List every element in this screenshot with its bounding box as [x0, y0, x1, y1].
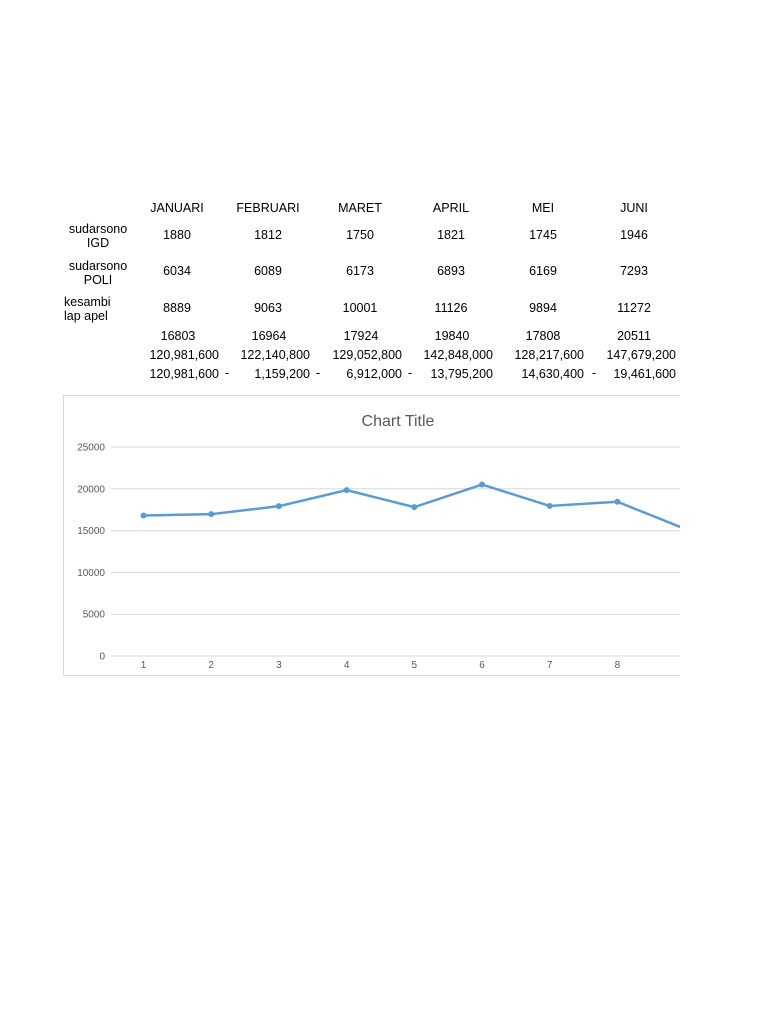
- table-cell: 11126: [434, 301, 468, 315]
- row-label-line1: kesambi: [64, 295, 111, 309]
- data-point: [614, 498, 621, 505]
- difference-cell: 14,630,400: [521, 367, 584, 381]
- table-cell: 1750: [346, 228, 374, 242]
- row-label-sudarsono-igd: sudarsono IGD: [66, 222, 130, 250]
- data-point: [140, 512, 147, 519]
- x-tick-label: 6: [479, 660, 485, 671]
- x-tick-label: 7: [547, 660, 553, 671]
- month-header-mei: MEI: [531, 201, 555, 215]
- amount-cell: 129,052,800: [332, 348, 402, 362]
- difference-cell: 13,795,200: [430, 367, 493, 381]
- data-point: [343, 487, 350, 494]
- difference-cell: 6,912,000: [346, 367, 402, 381]
- chart-title: Chart Title: [362, 413, 435, 430]
- table-cell: 6169: [529, 264, 557, 278]
- total-cell: 16803: [160, 329, 196, 343]
- y-tick-label: 15000: [77, 526, 105, 537]
- data-point: [479, 481, 485, 488]
- table-cell: 6034: [163, 264, 191, 278]
- table-cell: 8889: [163, 301, 191, 315]
- amount-cell: 147,679,200: [606, 348, 676, 362]
- table-cell: 6089: [254, 264, 282, 278]
- amount-cell: 142,848,000: [423, 348, 493, 362]
- y-tick-label: 25000: [77, 443, 105, 454]
- table-cell: 1745: [529, 228, 557, 242]
- data-point: [546, 502, 553, 509]
- table-cell: 6173: [346, 264, 374, 278]
- table-cell: 6893: [437, 264, 465, 278]
- table-cell: 10001: [342, 301, 378, 315]
- table-cell: 7293: [620, 264, 648, 278]
- y-tick-label: 20000: [77, 484, 105, 495]
- total-cell: 17924: [343, 329, 379, 343]
- difference-dash: -: [225, 366, 230, 380]
- difference-cell: 120,981,600: [149, 367, 219, 381]
- y-tick-label: 5000: [83, 610, 106, 621]
- month-header-april: APRIL: [432, 201, 470, 215]
- table-cell: 9063: [254, 301, 282, 315]
- difference-cell: 19,461,600: [613, 367, 676, 381]
- row-label-sudarsono-poli: sudarsono POLI: [66, 259, 130, 287]
- difference-dash: -: [592, 366, 597, 380]
- data-point: [275, 503, 282, 510]
- month-header-februari: FEBRUARI: [236, 201, 300, 215]
- data-point: [208, 511, 215, 518]
- total-cell: 19840: [434, 329, 470, 343]
- row-label-line2: IGD: [86, 236, 110, 250]
- month-header-januari: JANUARI: [150, 201, 204, 215]
- x-tick-label: 8: [615, 660, 621, 671]
- x-tick-label: 5: [412, 660, 418, 671]
- month-header-maret: MARET: [338, 201, 382, 215]
- table-cell: 1821: [437, 228, 465, 242]
- table-cell: 9894: [529, 301, 557, 315]
- total-cell: 20511: [617, 329, 651, 343]
- table-cell: 11272: [617, 301, 651, 315]
- data-point: [411, 504, 418, 511]
- row-label-kesambi-lap-apel: kesambi lap apel: [64, 295, 124, 323]
- total-cell: 16964: [251, 329, 287, 343]
- chart-canvas: Chart Title 0 5000 10000 15000 20000 25000 1 2…: [77, 413, 680, 671]
- table-cell: 1946: [620, 228, 648, 242]
- difference-dash: -: [316, 366, 321, 380]
- row-label-line2: POLI: [83, 273, 113, 287]
- row-label-line2: lap apel: [64, 309, 108, 323]
- row-label-line1: sudarsono: [68, 259, 128, 273]
- x-tick-label: 1: [141, 660, 147, 671]
- amount-cell: 122,140,800: [240, 348, 310, 362]
- x-tick-label: 3: [276, 660, 282, 671]
- table-cell: 1812: [254, 228, 282, 242]
- difference-cell: 1,159,200: [254, 367, 310, 381]
- x-tick-label: 4: [344, 660, 350, 671]
- total-cell: 17808: [525, 329, 561, 343]
- y-tick-label: 0: [99, 652, 105, 663]
- amount-cell: 120,981,600: [149, 348, 219, 362]
- difference-dash: -: [408, 366, 413, 380]
- amount-cell: 128,217,600: [514, 348, 584, 362]
- line-chart: Chart Title 0 5000 10000 15000 20000 25000 1 2…: [63, 395, 680, 676]
- x-tick-label: 2: [208, 660, 214, 671]
- y-tick-label: 10000: [77, 568, 105, 579]
- month-header-juni: JUNI: [620, 201, 648, 215]
- table-cell: 1880: [163, 228, 191, 242]
- row-label-line1: sudarsono: [68, 222, 128, 236]
